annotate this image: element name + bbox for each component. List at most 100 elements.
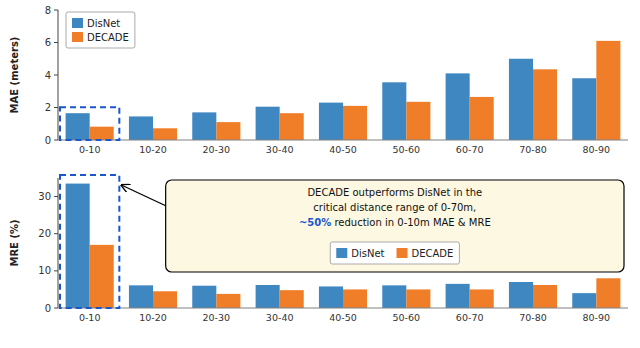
y-tick-label: 4 [45, 70, 51, 81]
annotation-highlight: ~50% [299, 217, 331, 228]
x-tick-label: 80-90 [583, 144, 611, 155]
bar [572, 293, 596, 308]
x-tick-label: 20-30 [203, 312, 231, 323]
bar [256, 107, 280, 140]
subplot: 024680-1010-2020-3030-4040-5050-6060-707… [9, 5, 628, 156]
legend-swatch [336, 248, 347, 258]
bar [66, 184, 90, 308]
bar [319, 286, 343, 308]
bar [406, 102, 430, 140]
y-tick [54, 233, 58, 234]
bar [509, 59, 533, 140]
y-tick [54, 308, 58, 309]
legend: DisNet DECADE [330, 242, 459, 264]
y-tick-label: 20 [38, 228, 51, 239]
x-tick-label: 40-50 [329, 312, 357, 323]
annotation-text: ~50% reduction in 0-10m MAE & MRE [299, 217, 491, 228]
y-tick-label: 30 [38, 191, 51, 202]
legend-label: DECADE [412, 248, 454, 259]
bar [66, 113, 90, 140]
legend-label: DisNet [87, 18, 120, 29]
annotation: DECADE outperforms DisNet in the critical… [121, 180, 624, 272]
legend-swatch [72, 32, 83, 42]
x-tick-label: 50-60 [393, 312, 421, 323]
bar [446, 73, 470, 140]
bar [192, 286, 216, 308]
y-tick [54, 107, 58, 108]
y-tick [54, 75, 58, 76]
y-tick [54, 196, 58, 197]
bar [596, 41, 620, 140]
y-tick [54, 270, 58, 271]
bar [129, 285, 153, 308]
x-tick-label: 30-40 [266, 312, 294, 323]
x-tick-label: 10-20 [139, 312, 167, 323]
legend-frame [66, 12, 135, 48]
bar [153, 128, 177, 140]
bar [470, 289, 494, 308]
x-tick-label: 0-10 [79, 312, 101, 323]
bar [509, 282, 533, 308]
subplot: 0 10 20 30 0-10 10-20 20-30 30-40 40-50 50-60 60-7… [9, 175, 628, 323]
bar [280, 290, 304, 308]
y-tick-label: 0 [45, 303, 51, 314]
legend: DisNet DECADE [66, 12, 135, 48]
highlight-box [60, 107, 119, 140]
bar [382, 82, 406, 140]
y-axis-label: MAE (meters) [9, 37, 20, 114]
y-tick-label: 2 [45, 102, 51, 113]
y-tick-label: 10 [38, 265, 51, 276]
annotation-text: critical distance range of 0-70m, [313, 202, 476, 213]
y-tick-label: 6 [45, 37, 51, 48]
x-tick-label: 20-30 [203, 144, 231, 155]
annotation-arrow [121, 185, 165, 206]
bar [596, 278, 620, 308]
y-tick [54, 10, 58, 11]
bar [90, 245, 114, 308]
x-axis-line [58, 140, 628, 141]
bar [216, 294, 240, 308]
bar [319, 103, 343, 140]
x-tick-label: 50-60 [393, 144, 421, 155]
y-axis-label: MRE (%) [9, 219, 20, 266]
highlight-box [60, 175, 119, 308]
legend-swatch [397, 248, 408, 258]
legend-frame [330, 242, 459, 264]
bar [406, 289, 430, 308]
annotation-text: DECADE outperforms DisNet in the [307, 187, 482, 198]
bar [343, 106, 367, 140]
y-tick-label: 0 [45, 135, 51, 146]
x-tick-label: 10-20 [139, 144, 167, 155]
bar [572, 78, 596, 140]
figure: 0 2 4 6 8 0-10 10-20 20-30 30-40 40-50 50-60 60-70 7… [0, 0, 640, 348]
y-tick-label: 8 [45, 5, 51, 16]
bar [470, 97, 494, 140]
x-tick-label: 60-70 [456, 312, 484, 323]
bars [66, 41, 621, 140]
x-tick-label: 40-50 [329, 144, 357, 155]
x-tick-label: 80-90 [583, 312, 611, 323]
bar [192, 112, 216, 140]
legend-label: DECADE [87, 32, 129, 43]
legend-label: DisNet [351, 248, 384, 259]
y-axis-line [58, 178, 59, 308]
y-tick [54, 42, 58, 43]
bar [533, 285, 557, 308]
bar [153, 291, 177, 308]
bar [216, 122, 240, 140]
x-axis-line [58, 308, 628, 309]
bar [533, 69, 557, 140]
bar [343, 289, 367, 308]
bar [280, 113, 304, 140]
bar [256, 285, 280, 308]
bar [382, 285, 406, 308]
annotation-text-part: reduction in 0-10m MAE & MRE [331, 217, 491, 228]
x-tick-label: 70-80 [519, 144, 547, 155]
legend-swatch [72, 18, 83, 28]
y-tick [54, 140, 58, 141]
bar [129, 116, 153, 140]
x-tick-label: 60-70 [456, 144, 484, 155]
bar [90, 127, 114, 140]
bar [446, 284, 470, 308]
x-tick-label: 70-80 [519, 312, 547, 323]
